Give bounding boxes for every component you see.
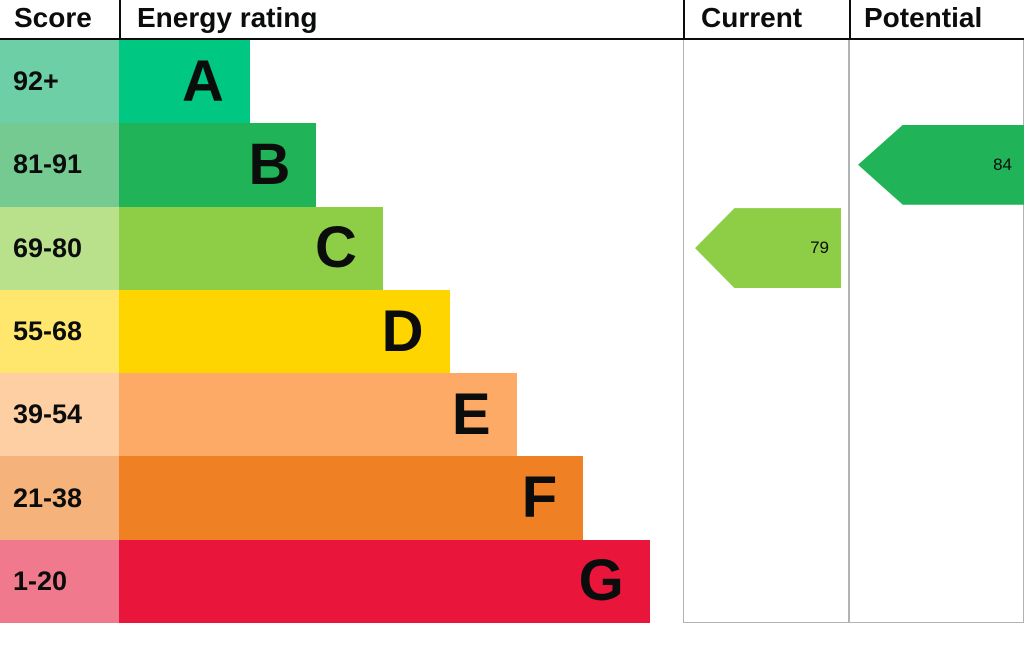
- header-current: Current: [683, 0, 849, 38]
- band-letter-c: C: [315, 215, 357, 281]
- potential-rating-value: 84: [993, 154, 1012, 174]
- score-range-d: 55-68: [0, 289, 119, 374]
- current-column-box: [683, 40, 849, 623]
- band-bar-c: C: [119, 206, 383, 290]
- band-row-b: 81-91 B: [0, 123, 683, 207]
- score-range-g: 1-20: [0, 539, 119, 624]
- band-letter-b: B: [248, 131, 291, 197]
- band-row-a: 92+ A: [0, 40, 683, 124]
- band-bar-g: G: [119, 539, 650, 624]
- band-bar-d: D: [119, 289, 450, 374]
- header-score: Score: [14, 2, 92, 33]
- score-range-b: 81-91: [0, 123, 119, 207]
- band-letter-d: D: [381, 298, 424, 364]
- band-letter-g: G: [578, 548, 624, 614]
- score-range-c: 69-80: [0, 206, 119, 290]
- score-range-e: 39-54: [0, 373, 119, 457]
- chart-header: Score Energy rating Current Potential: [0, 0, 1024, 40]
- score-range-f: 21-38: [0, 456, 119, 540]
- header-potential: Potential: [849, 0, 1024, 38]
- current-rating-value: 79: [810, 238, 829, 258]
- band-bar-e: E: [119, 373, 517, 457]
- band-rows: 92+ A 81-91 B 69-80 C 55-68 D 39-54 E 21…: [0, 40, 683, 624]
- band-letter-e: E: [451, 381, 491, 447]
- band-row-c: 69-80 C: [0, 206, 683, 290]
- band-letter-a: A: [181, 48, 224, 114]
- score-range-a: 92+: [0, 40, 119, 124]
- band-row-e: 39-54 E: [0, 373, 683, 457]
- band-row-g: 1-20 G: [0, 539, 683, 624]
- band-row-d: 55-68 D: [0, 289, 683, 374]
- header-energy-rating: Energy rating: [119, 0, 683, 38]
- band-bar-a: A: [119, 40, 250, 124]
- band-letter-f: F: [521, 465, 558, 531]
- band-row-f: 21-38 F: [0, 456, 683, 540]
- band-bar-f: F: [119, 456, 584, 540]
- band-bar-b: B: [119, 123, 317, 207]
